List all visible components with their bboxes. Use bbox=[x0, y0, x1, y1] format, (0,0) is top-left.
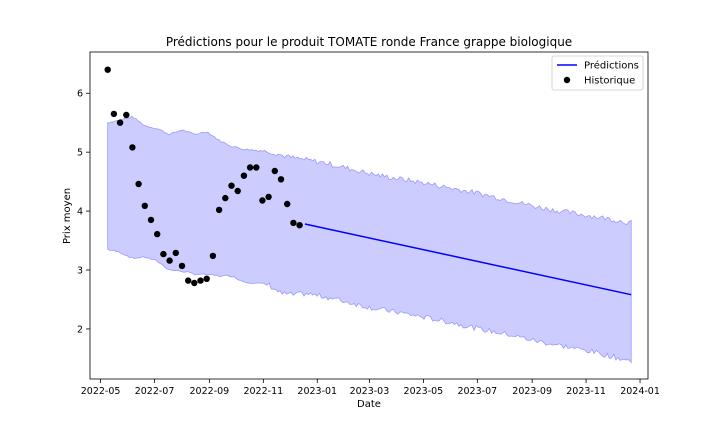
legend-label-historique: Historique bbox=[584, 76, 635, 87]
history-point bbox=[104, 66, 111, 73]
history-point bbox=[259, 197, 266, 204]
history-point bbox=[234, 187, 241, 195]
history-point bbox=[178, 262, 186, 270]
history-point bbox=[147, 216, 155, 224]
history-point bbox=[116, 119, 124, 126]
history-point bbox=[265, 193, 272, 201]
history-point bbox=[246, 164, 254, 171]
history-point bbox=[123, 111, 130, 119]
history-point bbox=[141, 202, 148, 209]
history-point bbox=[240, 172, 248, 179]
axes: 2022-05 2022-07 2022-09 2022-11 2023-01 2023-… bbox=[77, 51, 660, 397]
history-point bbox=[135, 180, 142, 188]
history-point bbox=[160, 250, 167, 258]
legend-swatch-historique bbox=[563, 76, 571, 84]
history-point bbox=[110, 110, 118, 118]
history-point bbox=[215, 206, 223, 214]
history-point bbox=[191, 279, 198, 287]
x-tick-label: 2023-09 bbox=[512, 386, 552, 397]
plot-area bbox=[104, 66, 632, 364]
history-point bbox=[154, 230, 161, 238]
y-tick-label: 3 bbox=[77, 266, 83, 277]
history-point bbox=[129, 144, 136, 151]
y-tick-label: 6 bbox=[77, 89, 83, 100]
history-point bbox=[222, 194, 229, 202]
x-tick-label: 2022-05 bbox=[81, 386, 121, 397]
x-tick-label: 2023-11 bbox=[566, 386, 606, 397]
legend: Prédictions Historique bbox=[551, 55, 644, 91]
x-axis-label: Date bbox=[357, 399, 381, 410]
history-point bbox=[172, 249, 179, 257]
history-point bbox=[277, 176, 285, 183]
x-tick-label: 2022-07 bbox=[135, 386, 175, 397]
y-axis-label: Prix moyen bbox=[62, 188, 73, 244]
x-tick-label: 2023-05 bbox=[404, 386, 444, 397]
history-point bbox=[209, 252, 217, 260]
plot-frame bbox=[89, 51, 649, 380]
history-point bbox=[166, 257, 173, 264]
history-point bbox=[203, 275, 210, 282]
legend-label-predictions: Prédictions bbox=[584, 60, 639, 72]
confidence-band bbox=[107, 115, 632, 364]
history-point bbox=[228, 182, 235, 189]
history-point bbox=[197, 277, 204, 284]
history-point bbox=[253, 164, 260, 171]
x-tick-label: 2022-11 bbox=[243, 386, 283, 397]
y-tick-label: 4 bbox=[77, 207, 83, 218]
history-point bbox=[284, 200, 291, 208]
x-tick-label: 2024-01 bbox=[620, 386, 660, 397]
history-point bbox=[296, 222, 303, 229]
history-point bbox=[290, 219, 297, 227]
prediction-line bbox=[304, 223, 632, 296]
y-tick-label: 2 bbox=[77, 324, 83, 335]
chart-title: Prédictions pour le produit TOMATE ronde… bbox=[166, 35, 572, 49]
x-tick-label: 2023-01 bbox=[297, 386, 337, 397]
x-tick-label: 2023-03 bbox=[350, 386, 390, 397]
y-tick-label: 5 bbox=[77, 148, 83, 159]
x-tick-label: 2023-07 bbox=[457, 386, 497, 397]
history-point bbox=[271, 167, 278, 175]
history-point bbox=[185, 277, 192, 284]
x-tick-label: 2022-09 bbox=[190, 386, 230, 397]
